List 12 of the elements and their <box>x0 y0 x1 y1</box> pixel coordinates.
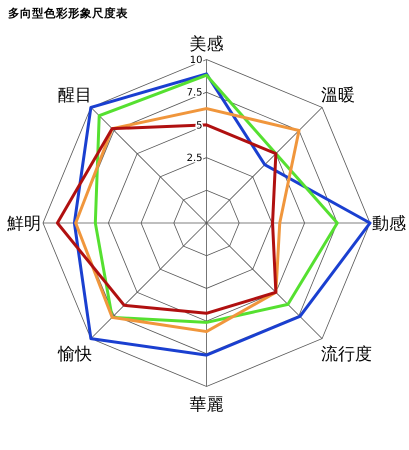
spoke-label: 愉快 <box>56 344 92 364</box>
spoke-label: 流行度 <box>321 344 372 364</box>
chart-title: 多向型色彩形象尺度表 <box>8 6 128 20</box>
y-tick-label: 2.5 <box>186 153 202 164</box>
spoke-label: 華麗 <box>190 395 224 416</box>
spoke-label: 動感 <box>372 214 406 234</box>
y-tick-label: 7.5 <box>186 88 202 99</box>
y-tick-label: 10 <box>190 55 202 66</box>
spoke-label: 溫暖 <box>321 85 356 106</box>
spoke-label: 醒目 <box>58 85 92 106</box>
spoke-label: 鮮明 <box>7 214 41 234</box>
spoke-label: 美感 <box>190 34 224 54</box>
